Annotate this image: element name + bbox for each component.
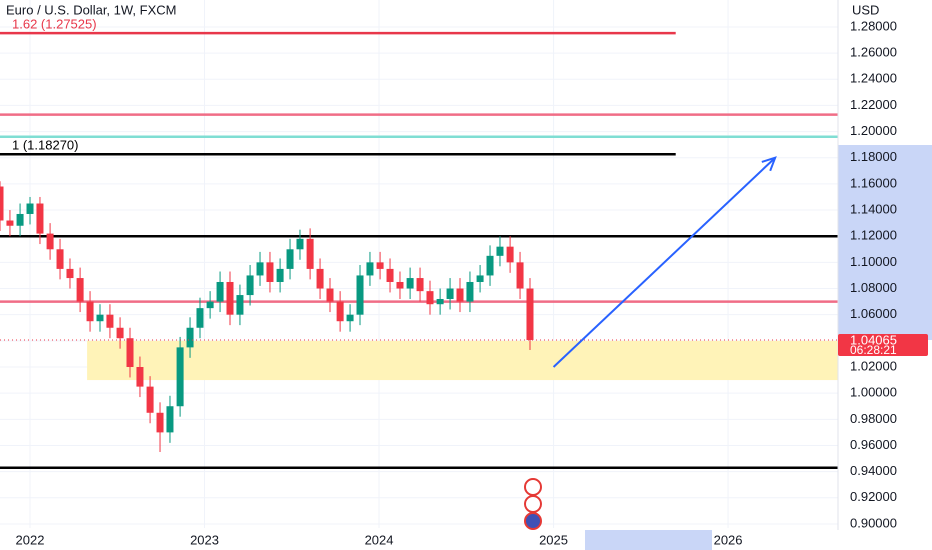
candle-body	[466, 281, 474, 302]
candle-body	[36, 203, 44, 234]
candle-body	[296, 238, 304, 250]
event-icon[interactable]	[524, 478, 542, 496]
candle-body	[126, 338, 134, 367]
countdown: 06:28:21	[850, 343, 897, 357]
candle-body	[366, 262, 374, 276]
candle-body	[346, 314, 354, 322]
x-tick-label: 2024	[365, 532, 394, 547]
candle-body	[176, 347, 184, 407]
candle-body	[56, 249, 64, 269]
x-tick-label: 2025	[539, 532, 568, 547]
candle-body	[396, 281, 404, 289]
candle-body	[386, 268, 394, 282]
support-zone	[87, 340, 838, 381]
candle-body	[156, 412, 164, 433]
y-tick-label: 0.96000	[850, 437, 897, 452]
last-price-label: 1.04065	[850, 332, 897, 347]
candle-body	[416, 278, 424, 292]
candle-body	[286, 249, 294, 269]
candle-body	[16, 213, 24, 226]
event-icon[interactable]	[524, 495, 542, 513]
candle-body	[456, 288, 464, 302]
y-tick-label: 0.94000	[850, 463, 897, 478]
y-tick-label: 1.10000	[850, 254, 897, 269]
y-tick-label: 1.02000	[850, 358, 897, 373]
y-tick-label: 0.90000	[850, 515, 897, 530]
y-tick-label: 1.12000	[850, 228, 897, 243]
y-tick-label: 1.28000	[850, 18, 897, 33]
candle-body	[526, 288, 534, 340]
candle-body	[516, 262, 524, 289]
candle-body	[146, 386, 154, 413]
level-label: 1.62 (1.27525)	[12, 17, 97, 32]
time-range-highlight	[585, 530, 712, 550]
candle-body	[196, 308, 204, 328]
y-tick-label: 1.16000	[850, 175, 897, 190]
candle-body	[26, 203, 34, 214]
axis-unit: USD	[852, 2, 879, 17]
candle-body	[166, 406, 174, 433]
candle-body	[236, 295, 244, 315]
candle-body	[276, 268, 284, 282]
candle-body	[106, 314, 114, 328]
candle-body	[116, 327, 124, 339]
candle-body	[96, 314, 104, 322]
candle-body	[376, 262, 384, 269]
y-tick-label: 1.18000	[850, 149, 897, 164]
candle-body	[266, 262, 274, 282]
candle-body	[226, 281, 234, 315]
candle-body	[46, 233, 54, 250]
chart-title: Euro / U.S. Dollar, 1W, FXCM	[6, 2, 177, 17]
y-tick-label: 1.22000	[850, 97, 897, 112]
price-range-highlight	[838, 145, 932, 340]
candle-body	[136, 366, 144, 387]
x-tick-label: 2022	[16, 532, 45, 547]
y-tick-label: 1.26000	[850, 45, 897, 60]
candle-body	[76, 278, 84, 302]
event-icons	[524, 478, 542, 530]
event-icon[interactable]	[524, 512, 542, 530]
candle-body	[316, 268, 324, 289]
candle-body	[246, 275, 254, 296]
y-tick-label: 0.92000	[850, 489, 897, 504]
last-price-box	[838, 333, 928, 356]
candle-body	[486, 255, 494, 276]
candle-body	[6, 220, 14, 226]
candle-body	[476, 275, 484, 282]
candle-body	[206, 301, 214, 309]
plot-area: 1.62 (1.27525) 1 (1.18270)	[0, 0, 838, 528]
y-tick-label: 1.24000	[850, 71, 897, 86]
arrow-head	[761, 156, 777, 172]
candle-body	[326, 288, 334, 302]
candle-body	[336, 301, 344, 322]
y-tick-label: 1.08000	[850, 280, 897, 295]
candle-body	[496, 246, 504, 256]
y-tick-label: 1.14000	[850, 201, 897, 216]
candle-body	[186, 327, 194, 348]
candle-body	[426, 291, 434, 305]
x-tick-label: 2023	[190, 532, 219, 547]
candle-body	[506, 246, 514, 263]
candle-body	[406, 278, 414, 289]
projection-arrow	[552, 157, 776, 368]
level-label: 1 (1.18270)	[12, 138, 79, 153]
candle-body	[86, 301, 94, 322]
candle-body	[356, 275, 364, 315]
x-tick-label: 2026	[714, 532, 743, 547]
y-tick-label: 1.00000	[850, 385, 897, 400]
y-tick-label: 1.20000	[850, 123, 897, 138]
candle-body	[256, 262, 264, 276]
candle-body	[0, 186, 4, 221]
candle-body	[216, 281, 224, 302]
y-tick-label: 0.98000	[850, 411, 897, 426]
candle-body	[436, 298, 444, 305]
y-tick-label: 1.06000	[850, 306, 897, 321]
candle-body	[66, 268, 74, 279]
candle-body	[446, 288, 454, 299]
candle-body	[306, 238, 314, 269]
